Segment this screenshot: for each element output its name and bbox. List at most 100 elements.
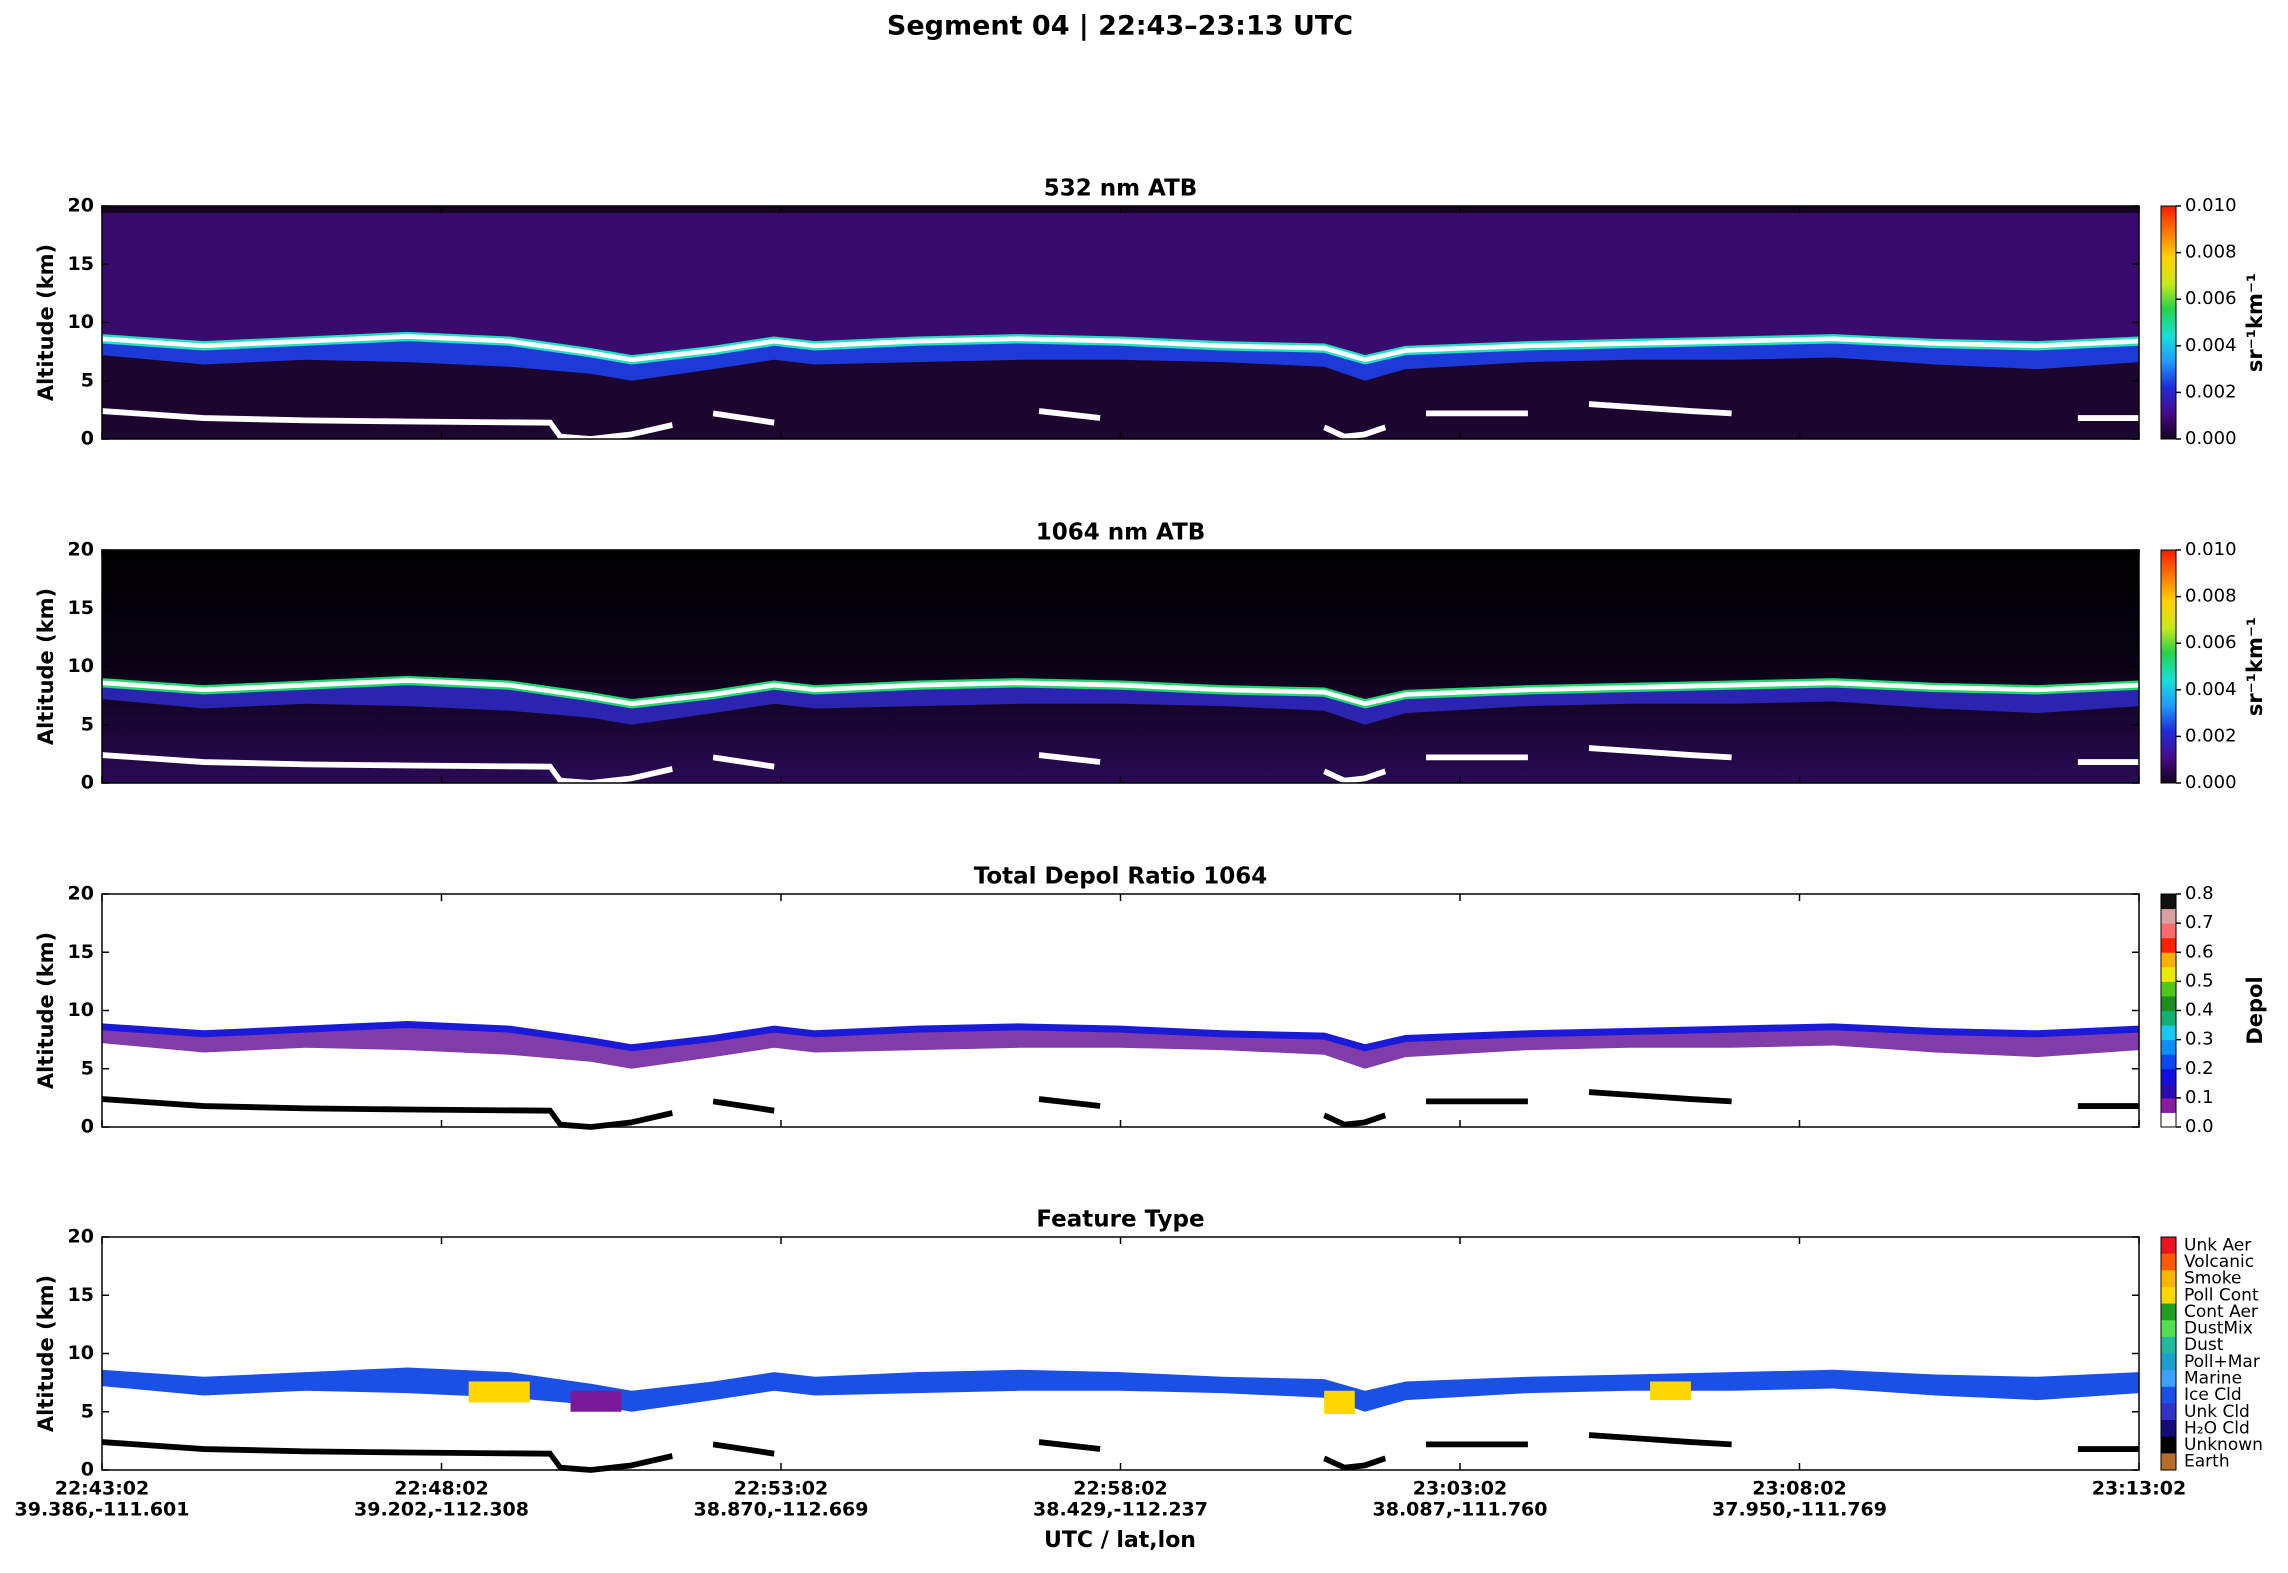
- colorbar-tick-label: 0.008: [2185, 586, 2237, 607]
- colorbar-tick-label: 0.4: [2185, 1000, 2214, 1021]
- panel-title: 1064 nm ATB: [1036, 520, 1206, 546]
- colorbar-tick-label: 0.6: [2185, 941, 2214, 962]
- colorbar-segment: [2161, 1453, 2176, 1471]
- y-tick-label: 15: [68, 1284, 94, 1306]
- y-tick-label: 15: [68, 941, 94, 963]
- colorbar-segment: [2161, 1039, 2176, 1055]
- y-axis-label: Altitude (km): [34, 932, 58, 1089]
- x-axis-label: UTC / lat,lon: [1044, 1528, 1196, 1553]
- colorbar-category-label: Poll+Mar: [2184, 1352, 2260, 1372]
- colorbar-tick-label: 0.7: [2185, 912, 2214, 933]
- colorbar-tick-label: 0.006: [2185, 632, 2237, 653]
- colorbar-tick-label: 0.1: [2185, 1087, 2214, 1108]
- y-axis-label: Altitude (km): [34, 244, 58, 401]
- x-tick-label: 22:53:02: [734, 1478, 829, 1500]
- colorbar-segment: [2161, 1112, 2176, 1128]
- colorbar-segment: [2161, 1320, 2176, 1338]
- colorbar-segment: [2161, 1420, 2176, 1438]
- colorbar-label: Depol: [2243, 976, 2267, 1044]
- x-tick-label: 23:03:02: [1413, 1478, 1508, 1500]
- colorbar-segment: [2161, 1068, 2176, 1084]
- colorbar-frame: [2160, 893, 2177, 1128]
- colorbar-category-label: Earth: [2184, 1452, 2230, 1472]
- colorbar: [2161, 206, 2176, 439]
- y-tick-label: 10: [68, 1342, 94, 1364]
- colorbar-segment: [2161, 1403, 2176, 1421]
- y-tick-label: 10: [68, 655, 94, 677]
- panel-title: 532 nm ATB: [1044, 176, 1198, 202]
- colorbar-tick-label: 0.010: [2185, 195, 2237, 216]
- colorbar-frame: [2160, 549, 2177, 784]
- colorbar-segment: [2161, 1083, 2176, 1099]
- x-tick-sublabel: 39.202,-112.308: [354, 1499, 529, 1521]
- colorbar-segment: [2161, 1010, 2176, 1026]
- colorbar-tick-label: 0.000: [2185, 428, 2237, 449]
- colorbar-segment: [2161, 1303, 2176, 1321]
- x-tick-label: 23:13:02: [2092, 1478, 2187, 1500]
- colorbar-segment: [2161, 1025, 2176, 1041]
- y-tick-label: 5: [81, 713, 94, 735]
- y-tick-label: 5: [81, 1057, 94, 1079]
- colorbar: [2161, 550, 2176, 783]
- colorbar-tick-label: 0.002: [2185, 725, 2237, 746]
- y-tick-label: 20: [68, 195, 94, 217]
- colorbar-segment: [2161, 937, 2176, 953]
- colorbar-tick-label: 0.000: [2185, 772, 2237, 793]
- colorbar-segment: [2161, 1286, 2176, 1305]
- curtain-image: [102, 894, 2139, 1127]
- x-tick-sublabel: 37.950,-111.769: [1712, 1499, 1887, 1521]
- y-tick-label: 15: [68, 253, 94, 275]
- colorbar-tick-label: 0.004: [2185, 679, 2237, 700]
- colorbar-label: sr⁻¹km⁻¹: [2243, 617, 2267, 716]
- colorbar-category-label: Cont Aer: [2184, 1302, 2258, 1322]
- x-tick-sublabel: 39.386,-111.601: [15, 1499, 190, 1521]
- colorbar-tick-label: 0.004: [2185, 335, 2237, 356]
- colorbar-category-label: Dust: [2184, 1335, 2224, 1355]
- colorbar-category-label: Unk Aer: [2184, 1235, 2251, 1255]
- colorbar-segment: [2161, 1253, 2176, 1271]
- colorbar-tick-label: 0.008: [2185, 242, 2237, 263]
- colorbar-tick-label: 0.006: [2185, 288, 2237, 309]
- colorbar-segment: [2161, 1386, 2176, 1404]
- colorbar-tick-label: 0.010: [2185, 539, 2237, 560]
- colorbar-segment: [2161, 908, 2176, 924]
- x-tick-sublabel: 38.870,-112.669: [694, 1499, 869, 1521]
- y-axis-label: Altitude (km): [34, 588, 58, 745]
- y-tick-label: 20: [68, 883, 94, 905]
- y-tick-label: 20: [68, 539, 94, 561]
- y-tick-label: 0: [81, 1459, 94, 1481]
- y-tick-label: 5: [81, 1400, 94, 1422]
- colorbar-category-label: Ice Cld: [2184, 1385, 2242, 1405]
- curtain-image: [102, 1237, 2139, 1470]
- colorbar-segment: [2161, 894, 2176, 910]
- panel-title: Feature Type: [1036, 1207, 1204, 1233]
- colorbar-segment: [2161, 923, 2176, 939]
- colorbar-segment: [2161, 1237, 2176, 1255]
- colorbar-segment: [2161, 952, 2176, 968]
- colorbar-segment: [2161, 1353, 2176, 1371]
- curtain-image: [102, 206, 2139, 439]
- colorbar-category-label: Marine: [2184, 1368, 2242, 1388]
- y-tick-label: 10: [68, 311, 94, 333]
- colorbar-category-label: Volcanic: [2184, 1252, 2254, 1272]
- y-tick-label: 20: [68, 1226, 94, 1248]
- colorbar-segment: [2161, 1370, 2176, 1388]
- y-tick-label: 0: [81, 428, 94, 450]
- panel-title: Total Depol Ratio 1064: [974, 864, 1268, 890]
- colorbar-segment: [2161, 995, 2176, 1011]
- x-tick-label: 22:58:02: [1073, 1478, 1168, 1500]
- y-tick-label: 10: [68, 999, 94, 1021]
- colorbar-category-label: Poll Cont: [2184, 1285, 2259, 1305]
- colorbar-segment: [2161, 966, 2176, 982]
- x-tick-label: 23:08:02: [1752, 1478, 1847, 1500]
- colorbar-segment: [2161, 981, 2176, 997]
- colorbar-category-label: DustMix: [2184, 1319, 2253, 1339]
- colorbar-tick-label: 0.2: [2185, 1058, 2214, 1079]
- colorbar-tick-label: 0.3: [2185, 1029, 2214, 1050]
- curtain-image: [102, 550, 2139, 783]
- x-tick-sublabel: 38.429,-112.237: [1033, 1499, 1208, 1521]
- figure-title: Segment 04 | 22:43–23:13 UTC: [887, 11, 1353, 42]
- colorbar-tick-label: 0.002: [2185, 381, 2237, 402]
- colorbar-frame: [2160, 205, 2177, 440]
